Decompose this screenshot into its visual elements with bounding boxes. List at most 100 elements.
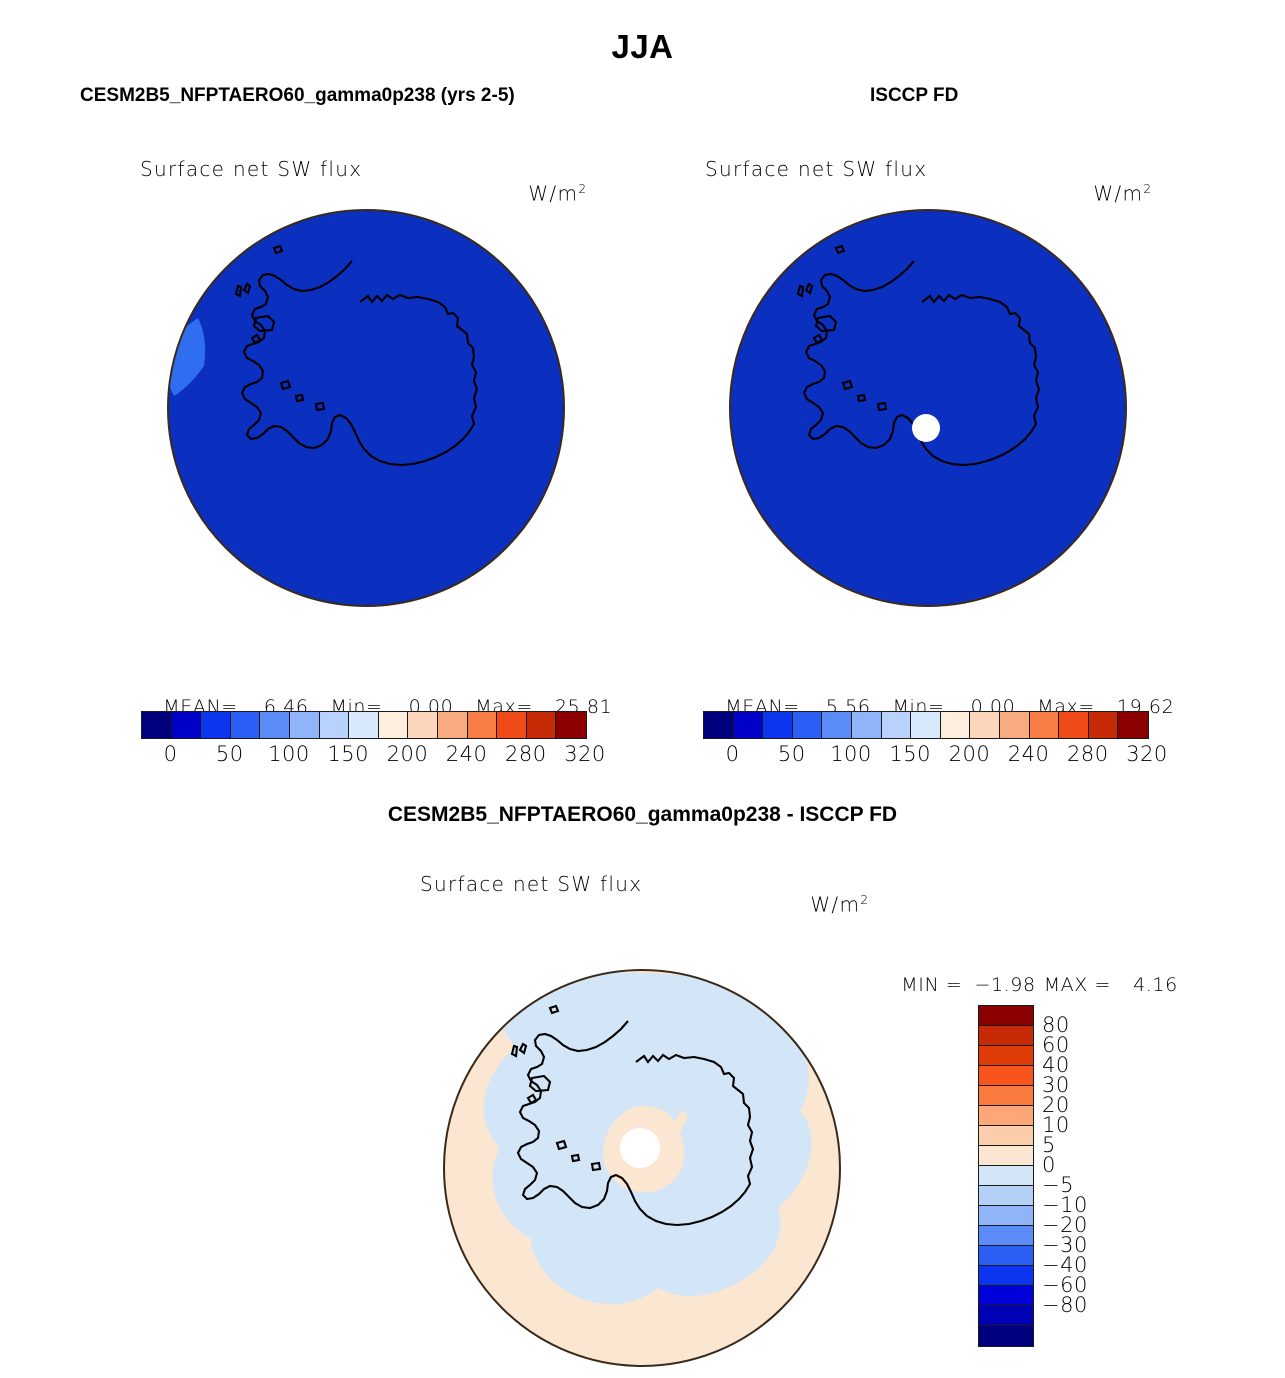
colorbar-cell <box>349 712 379 738</box>
colorbar-cell <box>704 712 734 738</box>
colorbar-tick-label: 20 <box>1042 1093 1070 1117</box>
difference-colorbar[interactable] <box>978 1005 1034 1347</box>
colorbar-cell <box>979 1286 1033 1306</box>
colorbar-cell <box>940 712 971 738</box>
colorbar-tick-label: 10 <box>1042 1113 1070 1137</box>
colorbar-tick-label: 100 <box>830 742 872 766</box>
model-units-text: W/m <box>528 181 579 206</box>
model-units-label: W/m2 <box>513 157 586 206</box>
colorbar-tick-label: 200 <box>948 742 991 766</box>
colorbar-cell <box>881 712 912 738</box>
colorbar-tick-label: −5 <box>1042 1173 1074 1197</box>
colorbar-cell <box>979 1326 1033 1346</box>
colorbar-cell <box>979 1106 1033 1126</box>
colorbar-cell <box>201 712 231 738</box>
obs-units-exponent: 2 <box>1143 181 1152 196</box>
colorbar-tick-label: 0 <box>163 742 178 766</box>
season-title: JJA <box>611 28 674 65</box>
obs-panel-title: ISCCP FD <box>870 85 959 106</box>
colorbar-cell <box>979 1306 1033 1326</box>
colorbar-tick-label: 200 <box>386 742 429 766</box>
colorbar-tick-label: 0 <box>1042 1153 1056 1177</box>
model-colorbar-ticks: 0 50 100 150 200 240 280 320 <box>141 742 606 770</box>
colorbar-cell <box>979 1006 1033 1026</box>
colorbar-cell <box>1088 712 1119 738</box>
difference-min-value: −1.98 <box>974 974 1036 996</box>
colorbar-cell <box>970 712 1000 738</box>
difference-max-value: 4.16 <box>1133 974 1178 996</box>
difference-coastline <box>510 1004 755 1227</box>
obs-map[interactable] <box>718 198 1138 618</box>
difference-units-text: W/m <box>810 892 861 917</box>
colorbar-cell <box>260 712 290 738</box>
colorbar-cell <box>171 712 202 738</box>
colorbar-tick-label: 5 <box>1042 1133 1056 1157</box>
obs-variable-label: Surface net SW flux <box>705 157 928 181</box>
difference-min-label: MIN = <box>901 974 963 996</box>
obs-map-fill <box>730 210 1126 606</box>
colorbar-tick-label: 50 <box>215 742 244 766</box>
difference-map-svg <box>443 969 841 1367</box>
difference-panel-title: CESM2B5_NFPTAERO60_gamma0p238 - ISCCP FD <box>387 803 898 826</box>
colorbar-tick-label: 280 <box>505 742 547 766</box>
model-units-exponent: 2 <box>578 181 587 196</box>
difference-max-label: MAX = <box>1043 974 1112 996</box>
model-map-border <box>167 209 565 607</box>
colorbar-tick-label: 320 <box>1126 742 1168 766</box>
colorbar-cell <box>763 712 793 738</box>
colorbar-cell <box>526 712 557 738</box>
colorbar-cell <box>979 1166 1033 1186</box>
colorbar-cell <box>911 712 941 738</box>
colorbar-tick-label: 30 <box>1042 1073 1070 1097</box>
colorbar-cell <box>979 1086 1033 1106</box>
obs-units-text: W/m <box>1093 181 1144 206</box>
colorbar-cell <box>979 1266 1033 1286</box>
obs-units-label: W/m2 <box>1078 157 1151 206</box>
colorbar-cell <box>1029 712 1060 738</box>
colorbar-cell <box>851 712 882 738</box>
colorbar-cell <box>733 712 764 738</box>
colorbar-tick-label: 150 <box>889 742 931 766</box>
model-panel-title: CESM2B5_NFPTAERO60_gamma0p238 (yrs 2-5) <box>80 85 515 106</box>
colorbar-cell <box>979 1126 1033 1146</box>
difference-variable-label: Surface net SW flux <box>420 872 643 896</box>
colorbar-cell <box>999 712 1030 738</box>
obs-map-border <box>729 209 1127 607</box>
colorbar-tick-label: −80 <box>1042 1292 1088 1317</box>
colorbar-tick-label: −20 <box>1042 1212 1088 1237</box>
colorbar-cell <box>822 712 852 738</box>
colorbar-cell <box>289 712 320 738</box>
colorbar-cell <box>319 712 350 738</box>
colorbar-cell <box>437 712 468 738</box>
colorbar-tick-label: 280 <box>1067 742 1109 766</box>
colorbar-tick-label: 60 <box>1042 1033 1070 1057</box>
colorbar-tick-label: 80 <box>1042 1013 1070 1037</box>
colorbar-cell <box>142 712 172 738</box>
difference-polar-data-hole <box>620 1128 660 1168</box>
difference-map-border <box>443 969 841 1367</box>
model-map-fill <box>168 210 564 606</box>
colorbar-tick-label: 0 <box>725 742 740 766</box>
colorbar-tick-label: 100 <box>268 742 310 766</box>
colorbar-cell <box>1118 712 1148 738</box>
colorbar-tick-label: −60 <box>1042 1273 1088 1297</box>
difference-colorbar-ticks: 80 60 40 30 20 10 5 0 −5 −10 −20 −30 −40 −60 −80 <box>1042 1005 1132 1345</box>
obs-map-svg <box>729 209 1127 607</box>
colorbar-cell <box>556 712 586 738</box>
colorbar-cell <box>979 1146 1033 1166</box>
model-map-svg <box>167 209 565 607</box>
colorbar-cell <box>979 1066 1033 1086</box>
obs-colorbar[interactable] <box>703 711 1149 739</box>
colorbar-cell <box>979 1226 1033 1246</box>
colorbar-cell <box>979 1246 1033 1266</box>
difference-map[interactable] <box>432 958 852 1378</box>
colorbar-tick-label: 50 <box>777 742 806 766</box>
model-colorbar[interactable] <box>141 711 587 739</box>
model-map[interactable] <box>156 198 576 618</box>
colorbar-tick-label: 240 <box>445 742 488 766</box>
colorbar-cell <box>230 712 261 738</box>
colorbar-cell <box>378 712 409 738</box>
colorbar-tick-label: 320 <box>564 742 606 766</box>
colorbar-cell <box>979 1186 1033 1206</box>
colorbar-tick-label: −30 <box>1042 1233 1088 1257</box>
